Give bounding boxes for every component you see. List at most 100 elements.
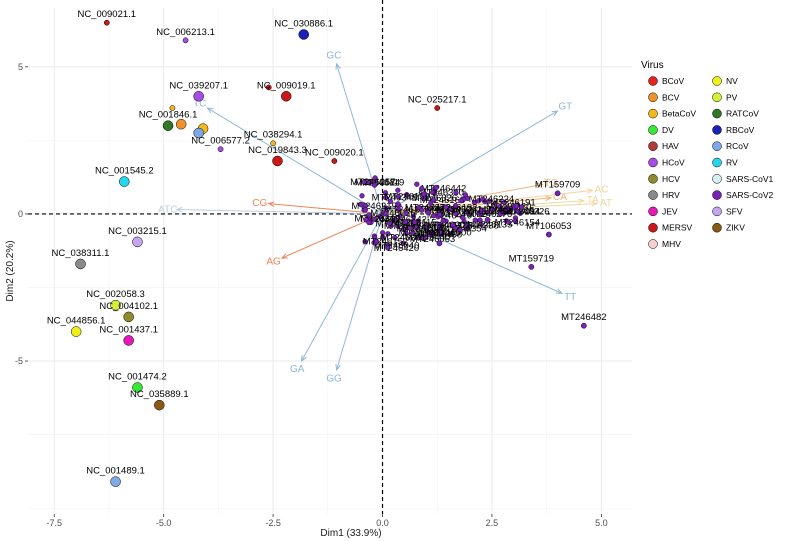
legend-swatch-mersv: [648, 222, 658, 233]
cluster-point: [431, 197, 437, 203]
cluster-point-label: MT246205: [489, 205, 534, 216]
cluster-point: [421, 236, 427, 242]
point-nc-025217-1: [434, 105, 441, 111]
sars-cov2-cluster: MT246057MT246205MT246335MT246484MT246335…: [350, 175, 550, 254]
cluster-point: [372, 175, 378, 181]
legend-label-dv: DV: [662, 125, 674, 135]
legend-swatch-sars-cov2: [712, 190, 722, 200]
x-tick-label: 5.0: [595, 518, 608, 528]
cluster-point: [519, 204, 525, 210]
cluster-point: [513, 203, 519, 209]
cluster-point-label: MT246040: [374, 240, 419, 251]
legend-swatch-hav: [648, 141, 658, 151]
legend-swatch-zikv: [712, 222, 722, 233]
cluster-point-label: MT246026: [370, 208, 415, 219]
cluster-point-label: MT246063: [410, 234, 455, 245]
y-axis-title: Dim2 (20.2%): [5, 240, 16, 301]
cluster-point: [453, 202, 459, 209]
cluster-point: [403, 230, 409, 237]
legend-swatch-ratcov: [712, 108, 722, 119]
x-axis-title: Dim1 (33.9%): [320, 528, 381, 539]
cluster-point: [402, 219, 408, 225]
variable-label-gg: GG: [326, 373, 342, 384]
x-tick-label: 0.0: [376, 518, 389, 528]
point-nc-039207-1: [193, 91, 204, 102]
cluster-point: [383, 205, 389, 211]
cluster-point-label: MT246361: [381, 232, 426, 243]
legend-swatch-dv: [648, 125, 658, 135]
cluster-point: [501, 199, 507, 206]
point-label: MT246458: [417, 230, 462, 241]
cluster-point: [505, 219, 512, 225]
legend-swatch-rv: [712, 157, 722, 168]
point-nc-030886-1: [298, 29, 309, 40]
cluster-point: [371, 182, 378, 188]
point-label: NC_001437.1: [99, 324, 158, 335]
cluster-point: [479, 207, 485, 213]
legend-label-ratcov: RATCoV: [726, 109, 759, 119]
cluster-point: [387, 198, 394, 204]
cluster-point: [361, 179, 367, 185]
cluster-point: [421, 191, 427, 197]
point-betacov: [169, 105, 176, 111]
cluster-point: [437, 229, 443, 236]
point-mt159709: [554, 190, 561, 197]
cluster-point: [366, 212, 372, 218]
cluster-point: [372, 216, 378, 222]
cluster-point: [440, 217, 446, 224]
legend-swatch-sfv: [712, 206, 722, 217]
variable-label-ta: TA: [587, 195, 599, 206]
point-mt246482: [581, 322, 587, 329]
cluster-point: [443, 204, 449, 210]
cluster-point: [512, 218, 519, 224]
cluster-point-label: MT246168: [420, 195, 465, 206]
point-label: NC_039207.1: [169, 80, 228, 91]
point-rcov: [193, 127, 204, 139]
cluster-point: [366, 219, 372, 226]
legend-title: Virus: [641, 60, 664, 71]
y-tick-label: -5: [15, 356, 23, 366]
point-label: NC_001846.1: [139, 110, 198, 121]
cluster-point-label: MT246270: [479, 204, 524, 215]
cluster-point: [423, 225, 429, 231]
variable-label-gt: GT: [558, 101, 572, 112]
cluster-point: [464, 222, 470, 229]
variable-label-atc: ATC: [158, 204, 177, 215]
cluster-point: [465, 209, 471, 216]
legend-label-hcov: HCoV: [662, 158, 685, 168]
point-nc-004102-1: [123, 311, 134, 323]
point-nc-002058-3: [110, 299, 121, 311]
arrowhead: [586, 188, 594, 194]
y-tick-label: 5: [18, 62, 23, 72]
variable-arrow-at: [382, 203, 598, 215]
point-mt246458: [436, 240, 443, 247]
cluster-point: [458, 198, 464, 204]
cluster-point-label: MT246208: [376, 218, 421, 229]
cluster-point-label: MT246326: [504, 207, 549, 218]
cluster-point: [374, 239, 380, 245]
legend-swatch-nv: [712, 76, 722, 86]
point-mersv: [265, 84, 272, 91]
point-label: NC_044856.1: [47, 316, 106, 327]
point-label: MT106053: [526, 221, 571, 232]
variable-arrow-atc: [176, 209, 383, 215]
cluster-point: [358, 202, 364, 208]
point-nc-019843-3: [272, 155, 283, 167]
cluster-point-label: MT246224: [469, 194, 514, 205]
arrowhead: [175, 206, 183, 213]
cluster-point-label: MT246335: [415, 205, 460, 216]
point-label: NC_006577.2: [191, 136, 250, 147]
variable-label-gc: GC: [326, 50, 341, 61]
point-nc-006213-1: [182, 37, 189, 44]
cluster-point: [372, 235, 378, 241]
cluster-point: [486, 198, 492, 204]
cluster-point: [457, 227, 463, 233]
cluster-point: [395, 187, 401, 193]
cluster-point-label: MT246348: [372, 193, 417, 204]
point-label: NC_001474.2: [108, 372, 167, 383]
point-label: NC_004102.1: [99, 301, 158, 312]
point-label: NC_009019.1: [257, 80, 316, 91]
arrowhead: [578, 198, 586, 204]
cluster-point-label: MT246354: [441, 223, 486, 234]
